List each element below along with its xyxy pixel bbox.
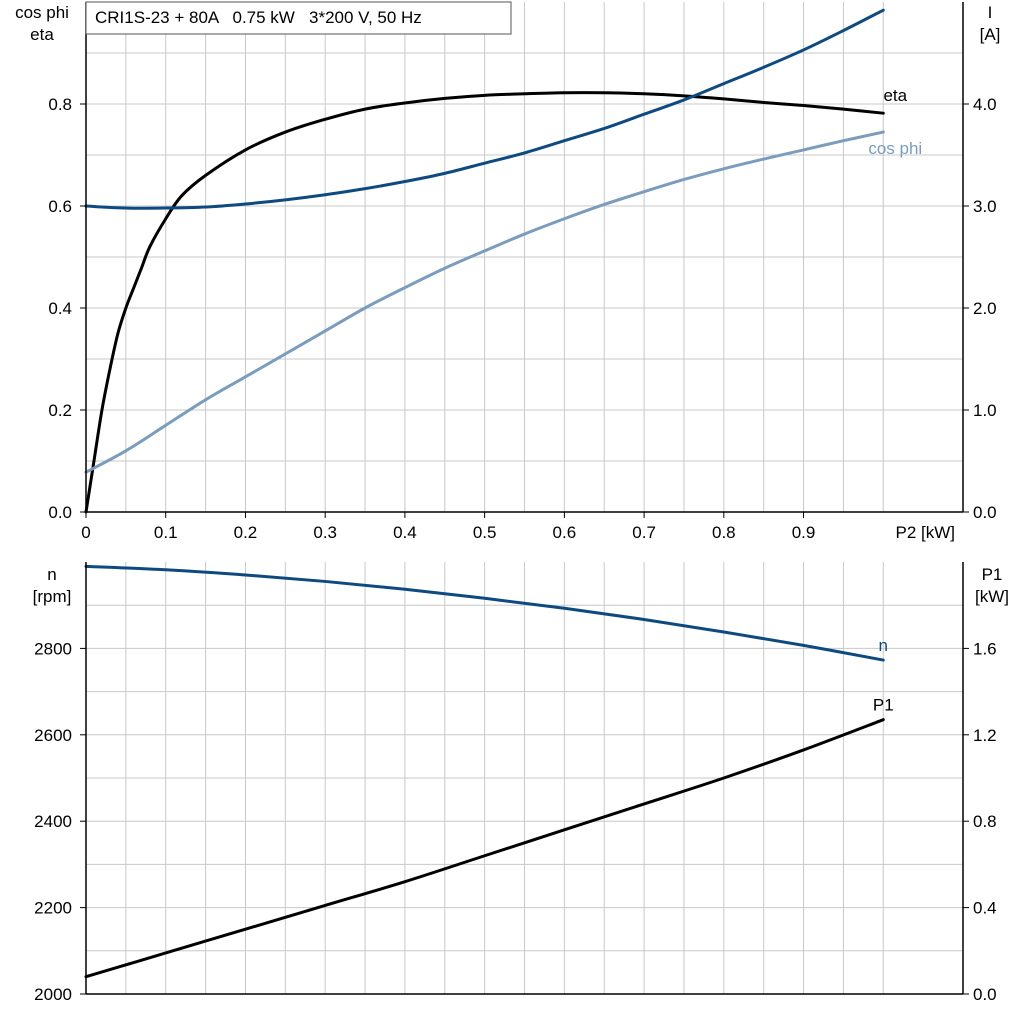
x-tick-label: 0.8 — [712, 523, 736, 542]
left-y-tick-label: 2000 — [34, 985, 72, 1004]
top-chart-efficiency-current: 0.0 0.2 0.4 0.6 0.8 0.0 1.0 2.0 3.0 4.0 0 0.1 0.2 0.3… — [15, 0, 1000, 542]
left-y-tick-label: 0.4 — [48, 299, 72, 318]
left-y-axis-title: [rpm] — [33, 587, 72, 606]
chart-title-box: CRI1S-23 + 80A 0.75 kW 3*200 V, 50 Hz — [85, 1, 512, 35]
left-y-tick-label: 0.8 — [48, 95, 72, 114]
right-y-tick-label: 0.0 — [973, 985, 997, 1004]
x-tick-label: 0.1 — [154, 523, 178, 542]
bottom-chart-grid — [86, 562, 963, 994]
right-y-tick-label: 3.0 — [973, 197, 997, 216]
series-line-i — [84, 8, 885, 210]
series-label-n: n — [879, 636, 888, 655]
right-y-tick-label: 0.0 — [973, 503, 997, 522]
series-label-eta: eta — [883, 86, 907, 105]
x-tick-label: 0.6 — [553, 523, 577, 542]
right-y-tick-label: 2.0 — [973, 299, 997, 318]
left-y-axis-title: n — [47, 565, 56, 584]
right-y-axis-title: [A] — [980, 25, 1001, 44]
left-y-tick-label: 2600 — [34, 726, 72, 745]
bottom-chart-axes — [80, 562, 969, 995]
right-y-tick-label: 4.0 — [973, 95, 997, 114]
top-chart-series — [84, 8, 885, 514]
x-tick-label: 0.5 — [473, 523, 497, 542]
chart-title-frame — [85, 1, 512, 35]
right-y-axis-title: I — [988, 3, 993, 22]
series-line-p1 — [84, 718, 885, 979]
left-y-axis-title: cos phi — [15, 3, 69, 22]
x-tick-label: 0.2 — [234, 523, 258, 542]
series-label-i: I — [893, 0, 898, 4]
bottom-chart-speed-power: 2000 2200 2400 2600 2800 0.0 0.4 0.8 1.2 1.6 n [rpm… — [33, 562, 1009, 1004]
x-tick-label: 0.3 — [313, 523, 337, 542]
series-label-p1: P1 — [873, 696, 894, 715]
right-y-tick-label: 0.8 — [973, 812, 997, 831]
x-tick-label: 0.4 — [393, 523, 417, 542]
right-y-tick-label: 0.4 — [973, 899, 997, 918]
left-y-axis-title: eta — [30, 25, 54, 44]
x-axis-label: P2 [kW] — [895, 523, 955, 542]
bottom-chart-labels: 2000 2200 2400 2600 2800 0.0 0.4 0.8 1.2 1.6 n [rpm… — [33, 565, 1009, 1004]
series-line-cos-phi — [84, 130, 885, 474]
series-label-cos-phi: cos phi — [868, 139, 922, 158]
top-chart-labels: 0.0 0.2 0.4 0.6 0.8 0.0 1.0 2.0 3.0 4.0 0 0.1 0.2 0.3… — [15, 0, 1000, 542]
bottom-chart-series — [84, 564, 885, 979]
x-tick-label: 0 — [81, 523, 90, 542]
right-y-tick-label: 1.2 — [973, 726, 997, 745]
right-y-axis-title: [kW] — [975, 587, 1009, 606]
top-chart-axes — [80, 2, 969, 518]
left-y-tick-label: 0.0 — [48, 503, 72, 522]
right-y-tick-label: 1.0 — [973, 401, 997, 420]
x-tick-label: 0.7 — [632, 523, 656, 542]
top-chart-grid — [86, 2, 963, 512]
x-tick-label: 0.9 — [792, 523, 816, 542]
right-y-axis-title: P1 — [982, 565, 1003, 584]
right-y-tick-label: 1.6 — [973, 639, 997, 658]
left-y-tick-label: 2400 — [34, 812, 72, 831]
left-y-tick-label: 2800 — [34, 639, 72, 658]
left-y-tick-label: 0.6 — [48, 197, 72, 216]
left-y-tick-label: 2200 — [34, 899, 72, 918]
series-line-n — [84, 564, 885, 662]
chart-title: CRI1S-23 + 80A 0.75 kW 3*200 V, 50 Hz — [95, 8, 422, 27]
left-y-tick-label: 0.2 — [48, 401, 72, 420]
